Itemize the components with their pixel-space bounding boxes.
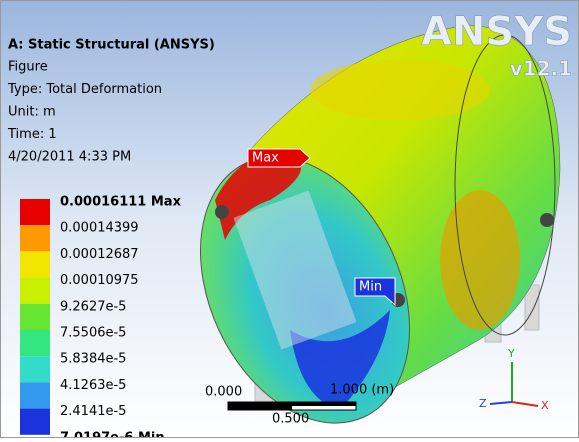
header-line: 4/20/2011 4:33 PM [8, 150, 131, 165]
legend-swatch [20, 304, 50, 330]
legend-swatch [20, 278, 50, 304]
legend-label: 5.8384e-5 [60, 352, 126, 367]
legend-swatch [20, 225, 50, 251]
min-probe-label: Min [359, 280, 382, 295]
legend-label: 9.2627e-5 [60, 299, 126, 314]
legend-label: 7.5506e-5 [60, 326, 126, 341]
legend-label: 0.00016111 Max [60, 195, 182, 210]
scale-left: 0.000 [205, 385, 242, 400]
scale-middle: 0.500 [272, 412, 309, 427]
logo-version: v12.1 [510, 57, 572, 81]
legend-label: 0.00014399 [60, 221, 139, 236]
legend-label: 2.4141e-5 [60, 404, 126, 419]
triad-y-label: Y [507, 347, 515, 360]
header-line: Type: Total Deformation [7, 82, 162, 97]
contour [310, 60, 490, 120]
logo-brand: ANSYS [421, 9, 572, 55]
triad-x-label: X [541, 399, 549, 412]
header-line: Figure [8, 60, 48, 75]
legend-label: 4.1263e-5 [60, 378, 126, 393]
hole [215, 205, 229, 219]
legend-label: 0.00012687 [60, 247, 139, 262]
viewport: Max Min A: Static Structural (ANSYS) Fig… [0, 0, 579, 438]
triad-z-label: Z [479, 397, 487, 410]
legend-swatch [20, 251, 50, 277]
legend-swatch [20, 199, 50, 225]
legend-swatch [20, 409, 50, 435]
header-line: Unit: m [8, 105, 56, 120]
legend-label: 7.0197e-6 Min [60, 430, 165, 438]
title: A: Static Structural (ANSYS) [8, 38, 215, 53]
header-line: Time: 1 [7, 127, 57, 142]
scale-bar-fill [292, 402, 356, 406]
legend-label: 0.00010975 [60, 273, 139, 288]
max-probe-label: Max [252, 151, 279, 166]
scale-bar-fill [228, 402, 292, 410]
scale-right: 1.000 (m) [330, 383, 394, 398]
hole [540, 213, 554, 227]
legend-swatch [20, 330, 50, 356]
legend-swatch [20, 382, 50, 408]
contour [440, 190, 520, 330]
legend-swatch [20, 356, 50, 382]
